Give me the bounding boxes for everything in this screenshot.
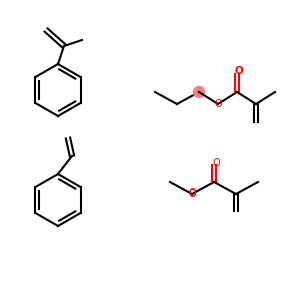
Circle shape (194, 86, 205, 98)
Text: O: O (188, 189, 196, 199)
Text: O: O (188, 188, 196, 198)
Text: O: O (212, 158, 220, 168)
Text: O: O (235, 66, 243, 76)
Text: O: O (214, 99, 222, 109)
